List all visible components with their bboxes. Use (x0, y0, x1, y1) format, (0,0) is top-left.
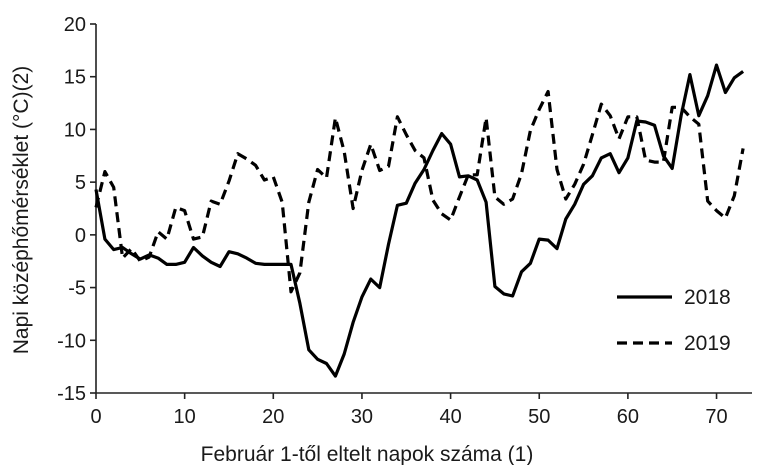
y-axis-title: Napi középhőmérséklet (°C)(2) (10, 66, 33, 355)
series-line-2018 (94, 63, 745, 378)
y-tick-label: -10 (57, 330, 86, 352)
x-tick-label: 20 (262, 406, 284, 428)
y-tick-label: 5 (75, 172, 86, 194)
legend-label-2019: 2019 (684, 332, 731, 355)
y-tick-label: 0 (75, 225, 86, 247)
y-tick-label: -15 (57, 383, 86, 405)
x-tick-label: 60 (617, 406, 639, 428)
series-line-2019 (94, 89, 745, 294)
y-tick-label: 15 (64, 67, 86, 89)
series-layer (94, 63, 745, 378)
x-tick-label: 0 (90, 406, 101, 428)
y-tick-label: 10 (64, 119, 86, 141)
y-tick-label: 20 (64, 14, 86, 36)
axes (95, 24, 752, 394)
ticks: -15 -10 -5 0 5 10 15 20 0 10 20 30 40 50 60 70 (57, 14, 728, 428)
x-tick-label: 50 (528, 406, 550, 428)
legend-label-2018: 2018 (684, 286, 731, 309)
legend: 2018 2019 (617, 286, 731, 355)
x-tick-label: 30 (351, 406, 373, 428)
y-tick-label: -5 (68, 278, 86, 300)
x-tick-label: 70 (705, 406, 727, 428)
x-axis-title: Február 1-től eltelt napok száma (1) (201, 443, 534, 465)
x-tick-label: 40 (439, 406, 461, 428)
x-tick-label: 10 (174, 406, 196, 428)
